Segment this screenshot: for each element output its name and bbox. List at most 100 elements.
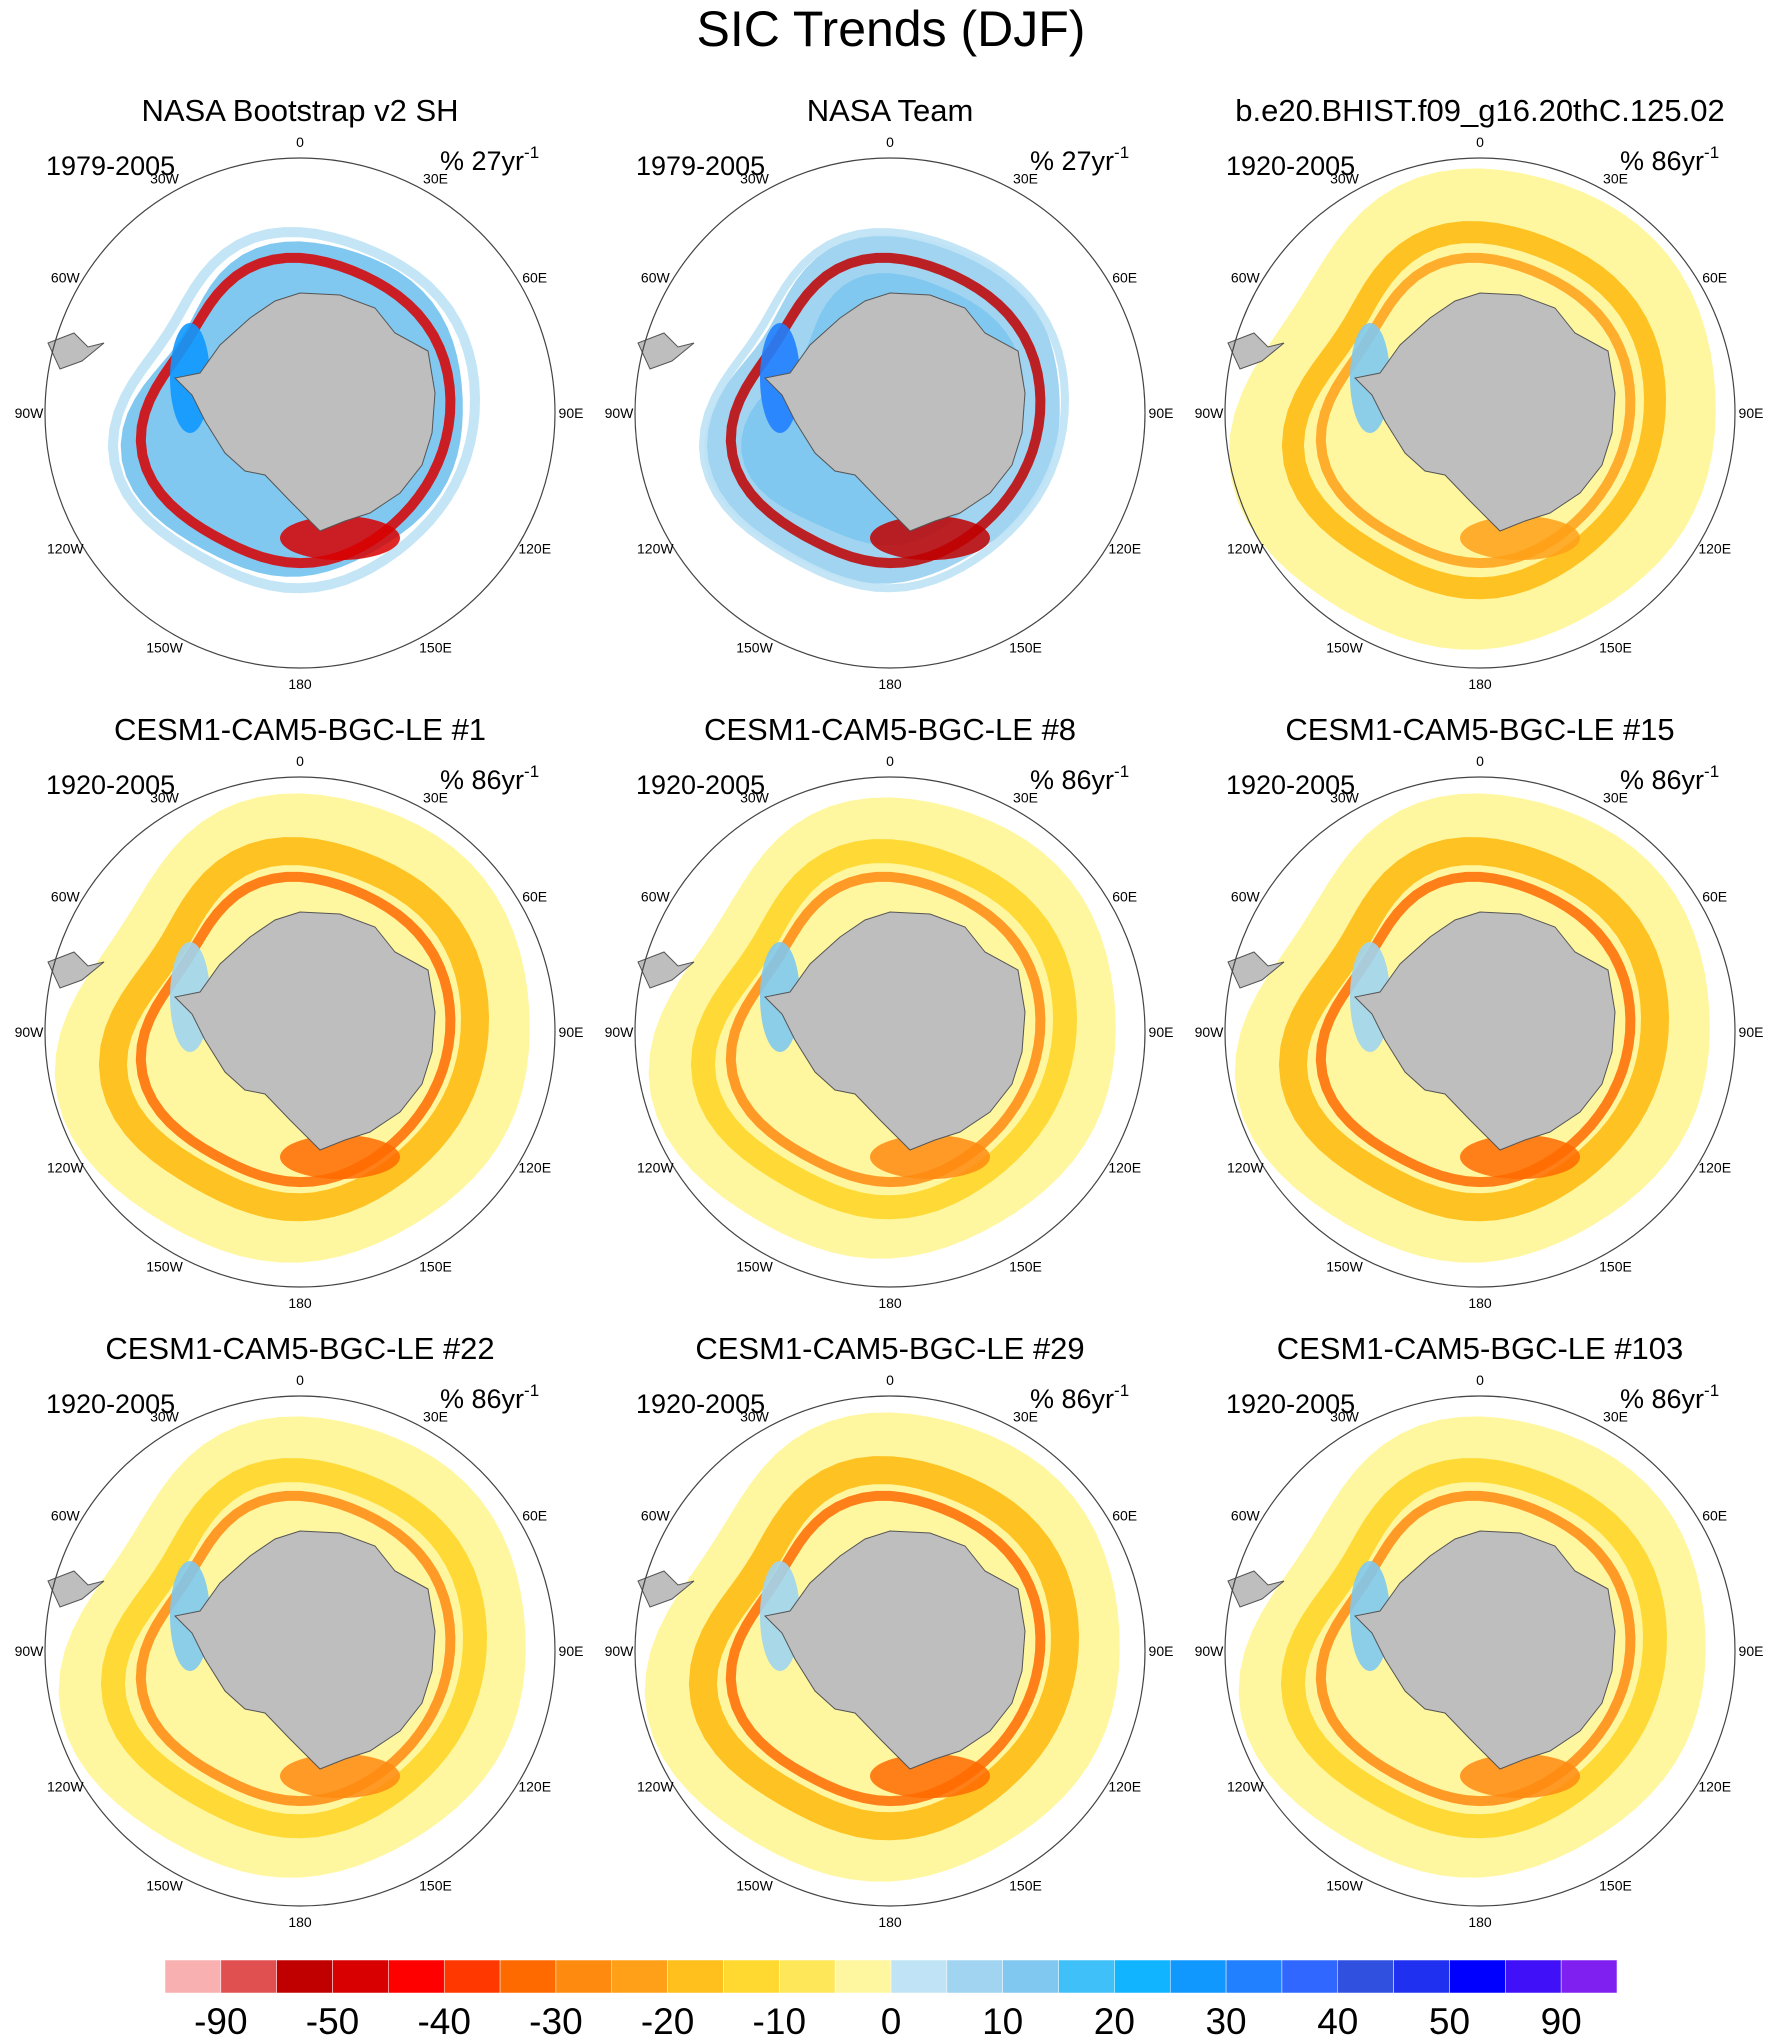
longitude-label: 30W [150, 1408, 180, 1424]
south-america-landmass [47, 951, 105, 989]
longitude-label: 60E [522, 270, 547, 286]
longitude-label: 60W [1231, 1508, 1261, 1524]
longitude-label: 30W [740, 170, 770, 186]
longitude-label: 150W [1326, 1259, 1363, 1275]
longitude-label: 60W [641, 1508, 671, 1524]
longitude-label: 30E [1603, 1408, 1628, 1424]
panel-title: CESM1-CAM5-BGC-LE #22 [105, 1331, 495, 1366]
longitude-label: 180 [878, 1295, 902, 1311]
longitude-label: 60E [1702, 1508, 1727, 1524]
colorbar-label: 30 [1205, 2001, 1247, 2042]
polar-map: 0 30E 60E 90E 120E 150E 180 150W 120W 90W 60W 30W [605, 134, 1174, 692]
colorbar-box [667, 1959, 724, 1994]
longitude-label: 0 [886, 753, 894, 769]
south-america-landmass [1227, 332, 1285, 370]
colorbar-box [1560, 1959, 1618, 1994]
longitude-label: 60E [1702, 889, 1727, 905]
map-boundary [634, 1395, 1146, 1907]
colorbar-box [220, 1959, 277, 1994]
colorbar-box [1449, 1959, 1506, 1994]
map-boundary [634, 157, 1146, 669]
panel-title: CESM1-CAM5-BGC-LE #29 [695, 1331, 1085, 1366]
polar-map: 0 30E 60E 90E 120E 150E 180 150W 120W 90W 60W 30W [15, 134, 584, 692]
colorbar-label: 50 [1428, 2001, 1471, 2042]
longitude-label: 90E [1739, 405, 1764, 421]
map-boundary [1224, 776, 1736, 1288]
longitude-label: 120W [637, 541, 674, 557]
trend-anomaly [1460, 1135, 1580, 1179]
panel-units: % 86yr-1 [1030, 1381, 1130, 1414]
longitude-label: 30W [740, 1408, 770, 1424]
trend-band [698, 228, 1069, 593]
longitude-label: 0 [1476, 134, 1484, 150]
polar-map: 0 30E 60E 90E 120E 150E 180 150W 120W 90W 60W 30W [605, 753, 1174, 1311]
polar-map: 0 30E 60E 90E 120E 150E 180 150W 120W 90W 60W 30W [605, 1372, 1174, 1930]
panel-period: 1920-2005 [46, 1389, 176, 1419]
longitude-label: 30E [423, 170, 448, 186]
panel-period: 1920-2005 [46, 770, 176, 800]
longitude-label: 90W [15, 1643, 45, 1659]
longitude-label: 0 [296, 134, 304, 150]
colorbar-label: 20 [1093, 2001, 1135, 2042]
longitude-label: 90W [1195, 1024, 1225, 1040]
longitude-label: 150W [1326, 640, 1363, 656]
longitude-label: 150E [419, 640, 452, 656]
longitude-label: 120W [1227, 541, 1264, 557]
colorbar-box [1225, 1959, 1283, 1994]
panel-period: 1920-2005 [1226, 770, 1356, 800]
longitude-label: 150E [1599, 640, 1632, 656]
longitude-label: 90E [559, 1024, 584, 1040]
polar-map: 0 30E 60E 90E 120E 150E 180 150W 120W 90W 60W 30W [15, 1372, 584, 1930]
longitude-label: 180 [878, 676, 902, 692]
colorbar-label: 0 [880, 2001, 902, 2042]
south-america-landmass [1227, 1570, 1285, 1608]
longitude-label: 180 [288, 1295, 312, 1311]
antarctica-landmass [763, 1530, 1026, 1770]
longitude-label: 90E [1149, 405, 1174, 421]
longitude-label: 150W [736, 1878, 773, 1894]
longitude-label: 120E [1108, 1779, 1141, 1795]
south-america-landmass [1227, 951, 1285, 989]
longitude-label: 150W [736, 1259, 773, 1275]
colorbar-label: -50 [305, 2001, 360, 2042]
longitude-label: 60W [1231, 270, 1261, 286]
trend-band [1280, 1458, 1667, 1839]
longitude-label: 120W [47, 1160, 84, 1176]
longitude-label: 0 [886, 1372, 894, 1388]
colorbar-box [1505, 1959, 1562, 1994]
colorbar-label: -20 [640, 2001, 695, 2042]
longitude-label: 0 [296, 1372, 304, 1388]
colorbar-box [1337, 1959, 1394, 1994]
trend-band [1278, 837, 1669, 1222]
longitude-label: 30E [1013, 789, 1038, 805]
longitude-label: 120E [518, 1160, 551, 1176]
longitude-label: 120E [518, 1779, 551, 1795]
south-america-landmass [637, 1570, 695, 1608]
colorbar-label: 90 [1540, 2001, 1582, 2042]
map-boundary [44, 157, 556, 669]
longitude-label: 150E [1599, 1259, 1632, 1275]
polar-map: 0 30E 60E 90E 120E 150E 180 150W 120W 90W 60W 30W [15, 753, 584, 1311]
antarctica-landmass [1353, 292, 1616, 532]
colorbar-box [388, 1959, 445, 1994]
longitude-label: 60E [1112, 1508, 1137, 1524]
longitude-label: 60W [51, 270, 81, 286]
longitude-label: 60W [1231, 889, 1261, 905]
south-america-landmass [637, 951, 695, 989]
trend-anomaly [280, 1754, 400, 1798]
south-america-landmass [47, 332, 105, 370]
longitude-label: 120E [1108, 541, 1141, 557]
panel-units: % 86yr-1 [440, 1381, 540, 1414]
panel-period: 1920-2005 [1226, 151, 1356, 181]
longitude-label: 150W [1326, 1878, 1363, 1894]
longitude-label: 0 [1476, 753, 1484, 769]
panel-title: CESM1-CAM5-BGC-LE #15 [1285, 712, 1675, 747]
trend-band [690, 839, 1077, 1220]
figure-title: SIC Trends (DJF) [696, 1, 1086, 57]
antarctica-landmass [1353, 911, 1616, 1151]
colorbar-box [890, 1959, 948, 1994]
longitude-label: 0 [1476, 1372, 1484, 1388]
longitude-label: 90W [1195, 1643, 1225, 1659]
longitude-label: 150W [146, 1878, 183, 1894]
trend-band [98, 837, 489, 1222]
